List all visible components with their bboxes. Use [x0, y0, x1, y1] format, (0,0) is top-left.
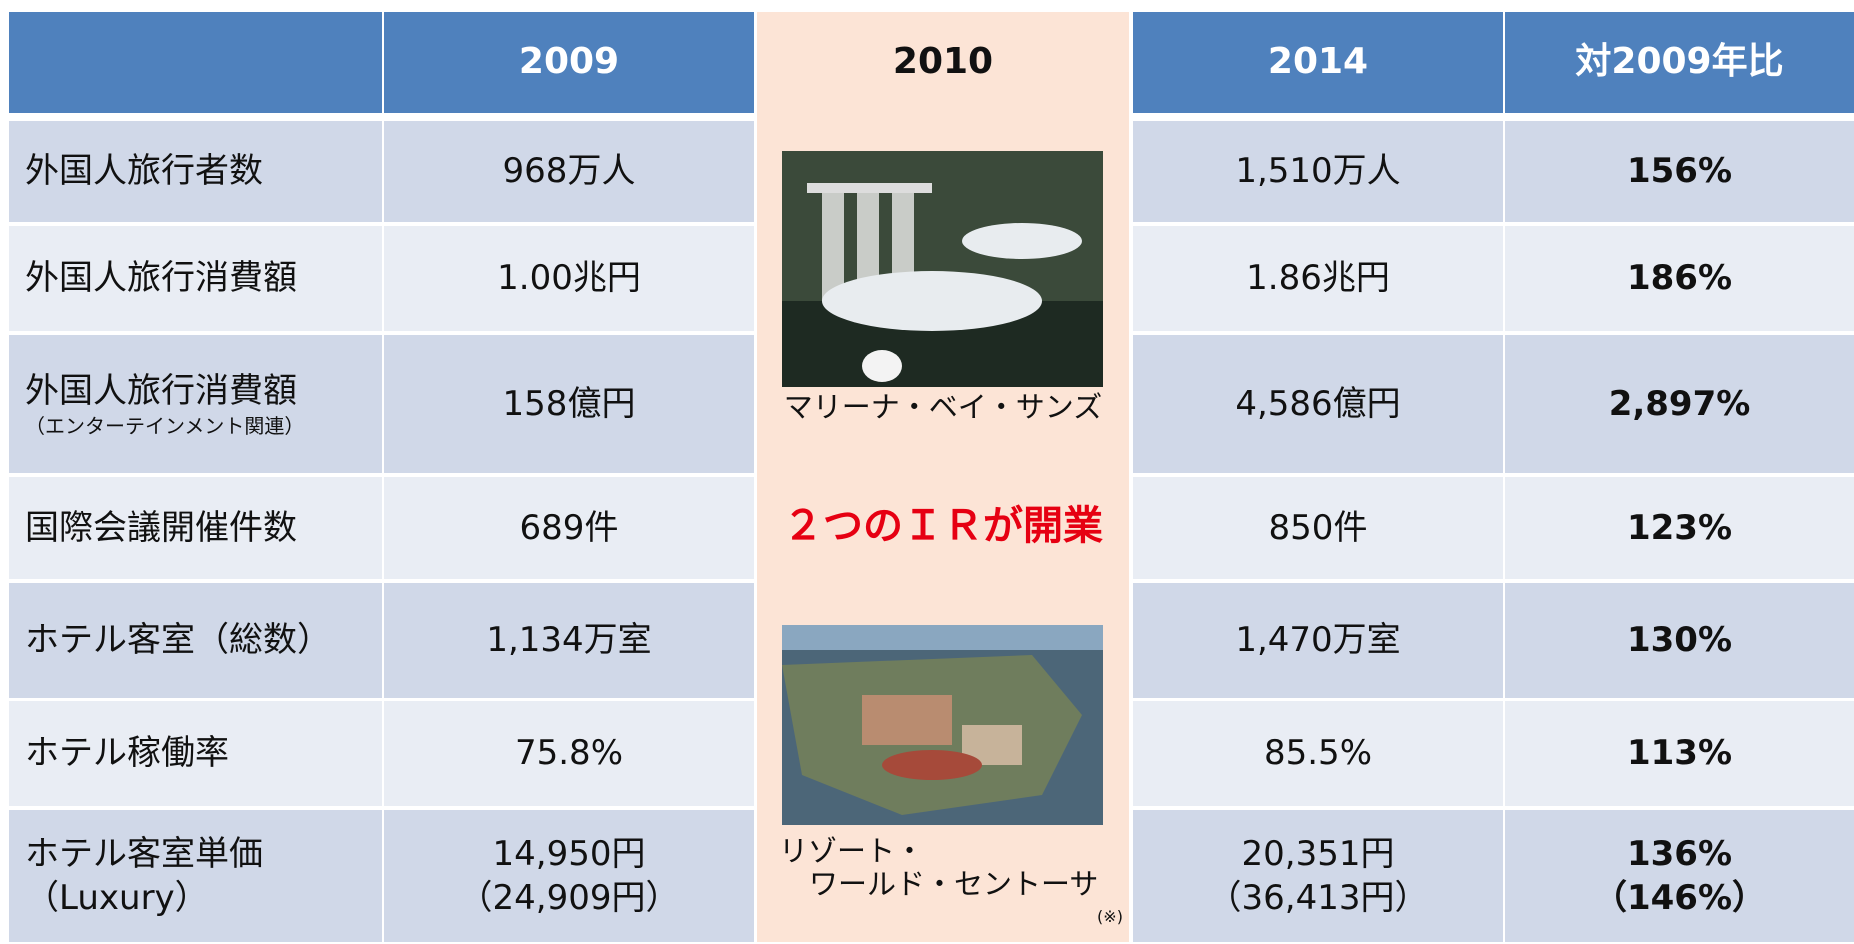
cell-text: 14,950円: [493, 832, 646, 876]
row-label: 国際会議開催件数: [9, 477, 382, 579]
header-cell: 2009: [384, 12, 754, 113]
data-cell: 14,950円（24,909円）: [384, 810, 754, 942]
cell-text: 1.00兆円: [497, 256, 641, 300]
cell-text: （36,413円）: [1208, 876, 1429, 920]
data-cell: 75.8%: [384, 701, 754, 806]
data-cell: 2,897%: [1505, 335, 1854, 473]
cell-text: 156%: [1627, 149, 1732, 193]
cell-text: 1,470万室: [1235, 618, 1400, 662]
header-text: 対2009年比: [1575, 39, 1783, 86]
cell-text: （24,909円）: [459, 876, 680, 920]
data-cell: 1,470万室: [1133, 583, 1503, 698]
cell-text: （146%）: [1593, 876, 1766, 920]
cell-text: 75.8%: [515, 731, 623, 775]
cell-text: 1.86兆円: [1246, 256, 1390, 300]
data-cell: 123%: [1505, 477, 1854, 579]
data-cell: 158億円: [384, 335, 754, 473]
row-label: ホテル客室（総数）: [9, 583, 382, 698]
cell-text: 689件: [520, 506, 619, 550]
header-cell: 2010: [757, 12, 1129, 113]
data-cell: 20,351円（36,413円）: [1133, 810, 1503, 942]
cell-text: 1,134万室: [486, 618, 651, 662]
cell-text: 968万人: [503, 149, 636, 193]
resorts-world-sentosa-photo: [782, 625, 1103, 825]
cell-text: 186%: [1627, 256, 1732, 300]
marina-bay-sands-photo: [782, 151, 1103, 387]
header-text: 2010: [893, 39, 993, 86]
caption: マリーナ・ベイ・サンズ: [757, 388, 1129, 428]
data-cell: 156%: [1505, 121, 1854, 222]
cell-text: 1,510万人: [1235, 149, 1400, 193]
table-page: {"table":{"columns":["2009","2010","2014…: [0, 0, 1854, 944]
label-text: （エンターテインメント関連）: [25, 413, 304, 439]
label-text: ホテル客室（総数）: [25, 618, 331, 662]
data-cell: 130%: [1505, 583, 1854, 698]
header-text: 2009: [519, 39, 619, 86]
header-cell: 2014: [1133, 12, 1503, 113]
data-cell: 850件: [1133, 477, 1503, 579]
label-text: （Luxury）: [25, 876, 209, 920]
data-cell: 1,510万人: [1133, 121, 1503, 222]
label-text: 国際会議開催件数: [25, 506, 297, 550]
note: (※): [1090, 902, 1130, 932]
data-cell: 1,134万室: [384, 583, 754, 698]
caption: リゾート・ワールド・セントーサ: [765, 833, 1105, 903]
data-cell: 1.00兆円: [384, 226, 754, 331]
highlight: ２つのＩＲが開業: [757, 500, 1129, 552]
label-text: ホテル客室単価: [25, 832, 263, 876]
row-label: ホテル客室単価（Luxury）: [9, 810, 382, 942]
row-label: 外国人旅行者数: [9, 121, 382, 222]
data-cell: 113%: [1505, 701, 1854, 806]
data-cell: 689件: [384, 477, 754, 579]
label-text: 外国人旅行消費額: [25, 256, 297, 300]
cell-text: 85.5%: [1264, 731, 1372, 775]
cell-text: 158億円: [503, 382, 636, 426]
header-cell: 対2009年比: [1505, 12, 1854, 113]
highlight-text: ２つのＩＲが開業: [783, 500, 1103, 552]
cell-text: 136%: [1627, 832, 1732, 876]
data-cell: 968万人: [384, 121, 754, 222]
cell-text: 113%: [1627, 731, 1732, 775]
label-text: 外国人旅行者数: [25, 149, 263, 193]
data-cell: 136%（146%）: [1505, 810, 1854, 942]
row-label: 外国人旅行消費額（エンターテインメント関連）: [9, 335, 382, 473]
data-cell: 186%: [1505, 226, 1854, 331]
row-label: 外国人旅行消費額: [9, 226, 382, 331]
label-text: ホテル稼働率: [25, 731, 229, 775]
data-cell: 1.86兆円: [1133, 226, 1503, 331]
cell-text: 123%: [1627, 506, 1732, 550]
cell-text: 850件: [1269, 506, 1368, 550]
data-cell: 4,586億円: [1133, 335, 1503, 473]
note-text: (※): [1097, 907, 1123, 928]
caption-text: リゾート・: [779, 835, 924, 868]
caption-text: ワールド・セントーサ: [779, 868, 1098, 901]
cell-text: 2,897%: [1609, 382, 1751, 426]
caption-text: マリーナ・ベイ・サンズ: [784, 389, 1102, 427]
data-cell: 85.5%: [1133, 701, 1503, 806]
cell-text: 130%: [1627, 618, 1732, 662]
cell-text: 4,586億円: [1235, 382, 1400, 426]
label-text: 外国人旅行消費額: [25, 369, 297, 413]
header-text: 2014: [1268, 39, 1368, 86]
header-cell: [9, 12, 382, 113]
row-label: ホテル稼働率: [9, 701, 382, 806]
cell-text: 20,351円: [1242, 832, 1395, 876]
